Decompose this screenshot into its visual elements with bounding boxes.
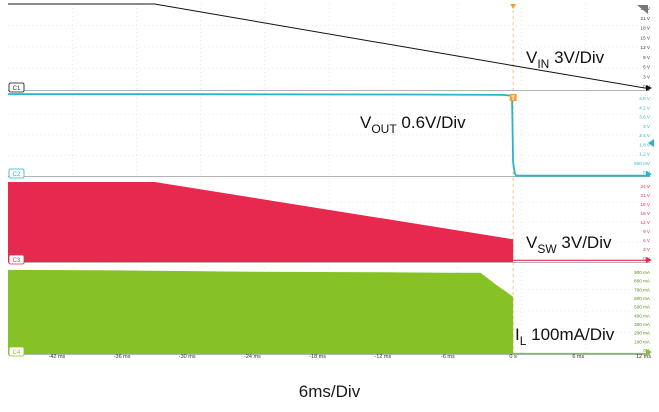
trigger-slope-icon [637, 5, 648, 14]
channel-c4-label: IL 100mA/Div [515, 325, 615, 348]
time-tick-label: -36 ms [114, 354, 131, 360]
scale-tick-label: 600 mA [634, 296, 651, 301]
scale-tick-label: 4.8 V [639, 96, 651, 101]
waveform-c4-envelope [8, 269, 514, 354]
scale-tick-label: 24 V [641, 184, 651, 189]
scale-tick-label: 21 V [641, 193, 651, 198]
channel-c4-panel: 900 mA 800 mA 700 mA 600 mA 500 mA 400 mA 300 … [8, 268, 652, 357]
channel-c1-panel: 24 V21 V18 V15 V12 V9 V6 V3 V0 VC1 [8, 3, 652, 93]
scale-tick-label: 500 mA [634, 305, 651, 310]
channel-badge: C3 [13, 258, 21, 264]
scale-tick-label: 6 V [643, 238, 651, 243]
trigger-top-marker [510, 4, 517, 9]
time-tick-label: 0 s [509, 354, 517, 360]
scale-tick-label: 2.4 V [639, 133, 651, 138]
scale-tick-label: 3 V [643, 247, 651, 252]
scale-tick-label: 4.2 V [639, 105, 651, 110]
channel-c3-label: VSW 3V/Div [526, 233, 612, 256]
trigger-flag [509, 94, 517, 101]
channel-badge: C2 [13, 172, 21, 178]
ground-marker [646, 85, 652, 91]
time-tick-label: -30 ms [179, 354, 196, 360]
scale-tick-label: 600 mV [634, 161, 651, 166]
waveform-c3-envelope [8, 182, 514, 262]
channel-badge: C4 [13, 350, 21, 356]
scale-tick-label: 3 V [643, 124, 651, 129]
scale-tick-label: 900 mA [634, 270, 651, 275]
ground-marker [646, 257, 652, 263]
scale-tick-label: 12 V [641, 45, 651, 50]
scale-tick-label: 300 mA [634, 322, 651, 327]
scale-tick-label: 9 V [643, 55, 651, 60]
time-tick-label: -12 ms [374, 354, 391, 360]
waveform-c2 [8, 93, 650, 177]
scale-tick-label: 1.8 V [639, 142, 651, 147]
scale-tick-label: 18 V [641, 202, 651, 207]
time-scale-label: 6ms/Div [298, 382, 361, 401]
time-tick-label: 12 ms [636, 354, 651, 360]
scale-tick-label: 18 V [641, 26, 651, 31]
scale-tick-label: 1.2 V [639, 152, 651, 157]
time-tick-label: -42 ms [48, 354, 65, 360]
scale-tick-label: 9 V [643, 229, 651, 234]
scale-tick-label: 100 mA [634, 339, 651, 344]
scale-tick-label: 3 V [643, 74, 651, 79]
channel-badge-box [8, 254, 25, 265]
trigger-level-marker [648, 139, 654, 147]
scale-tick-label: 3.6 V [639, 115, 651, 120]
channel-c1-label: VIN 3V/Div [526, 48, 605, 71]
scale-tick-label: 6 V [643, 65, 651, 70]
trigger-flag-label: T [511, 96, 515, 102]
ground-marker [646, 171, 652, 177]
scale-tick-label: 21 V [641, 16, 651, 21]
channel-c2-label: VOUT 0.6V/Div [360, 113, 466, 136]
time-tick-label: -24 ms [244, 354, 261, 360]
channel-c3-panel: 24 V21 V18 V15 V12 V9 V6 V3 V0 VC3 [8, 182, 652, 265]
channel-badge: C1 [13, 86, 21, 92]
scale-tick-label: 15 V [641, 211, 651, 216]
scale-tick-label: 12 V [641, 220, 651, 225]
scale-tick-label: 200 mA [634, 331, 651, 336]
time-tick-label: -6 ms [441, 354, 455, 360]
scale-tick-label: 15 V [641, 35, 651, 40]
oscilloscope-plot: 24 V21 V18 V15 V12 V9 V6 V3 V0 VC14.8 V4… [8, 3, 654, 360]
channel-badge-box [8, 82, 25, 93]
waveform-c1 [8, 3, 651, 90]
time-tick-label: -18 ms [309, 354, 326, 360]
channel-badge-box [8, 168, 25, 179]
ground-marker [646, 349, 652, 355]
scale-tick-label: 400 mA [634, 313, 651, 318]
scale-tick-label: 800 mA [634, 279, 651, 284]
time-tick-label: 6 ms [572, 354, 584, 360]
channel-badge-box [8, 346, 25, 357]
scale-tick-label: 700 mA [634, 287, 651, 292]
